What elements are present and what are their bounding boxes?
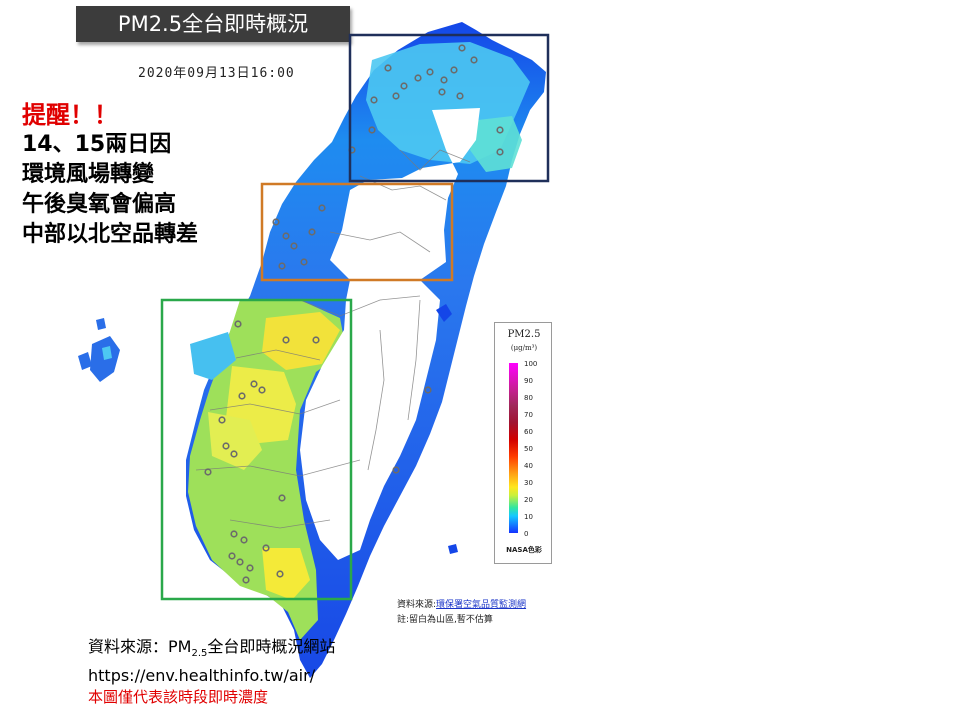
legend-tick-label: 20 <box>524 496 533 504</box>
map-source-label: 資料來源: <box>397 600 437 610</box>
legend-tick-label: 30 <box>524 479 533 487</box>
legend-color-bar <box>509 363 518 533</box>
monitoring-stations <box>204 44 504 584</box>
south-region-box <box>160 298 353 601</box>
map-note: 註:留白為山區,暫不估算 <box>397 615 493 625</box>
island-shape <box>448 544 458 554</box>
legend-title: PM2.5 <box>507 329 541 340</box>
mountain-blank-area <box>330 108 480 280</box>
reminder-line: 環境風場轉變 <box>22 162 155 187</box>
yellow-hotspot <box>208 412 262 470</box>
penghu-islands <box>78 318 120 382</box>
central-region-box <box>260 182 454 282</box>
source-suffix: 全台即時概況網站 <box>207 637 336 656</box>
yellow-hotspot <box>262 548 310 600</box>
datetime-label: 2020年09月13日16:00 <box>138 66 295 81</box>
northeast-cyan-area <box>470 116 522 172</box>
source-note: 本圖僅代表該時段即時濃度 <box>88 688 269 707</box>
legend-tick-label: 100 <box>524 360 538 368</box>
legend-tick-label: 50 <box>524 445 533 453</box>
mountain-blank-area <box>300 280 440 560</box>
reminder-line: 14、15兩日因 <box>22 132 172 157</box>
north-region-box <box>348 33 550 183</box>
map-source: 資料來源:環保署空氣品質監測網 <box>397 597 526 610</box>
reminder-line: 中部以北空品轉差 <box>22 222 199 247</box>
legend-tick-label: 70 <box>524 411 533 419</box>
island-shape <box>436 304 452 322</box>
legend-tick-label: 0 <box>524 530 529 538</box>
southwest-green-area <box>188 300 346 640</box>
reminder-title: 提醒！！ <box>22 101 118 129</box>
legend-tick-label: 60 <box>524 428 533 436</box>
source-subscript: 2.5 <box>191 648 208 660</box>
source-block: 資料來源：PM2.5全台即時概況網站 https://env.healthinf… <box>88 636 335 707</box>
title-banner: PM2.5全台即時概況 <box>76 6 350 42</box>
reminder-line: 午後臭氧會偏高 <box>22 192 177 217</box>
legend-footer: NASA色彩 <box>506 546 542 554</box>
source-line: 資料來源：PM2.5全台即時概況網站 <box>88 636 335 665</box>
pm25-legend: PM2.5 (μg/m³) 100 90 80 70 60 50 40 30 2… <box>494 322 552 564</box>
county-boundaries <box>195 149 471 529</box>
legend-tick-label: 10 <box>524 513 533 521</box>
source-prefix: 資料來源：PM <box>88 637 192 656</box>
legend-tick-label: 80 <box>524 394 533 402</box>
legend-tick-label: 40 <box>524 462 533 470</box>
light-blue-area <box>190 332 236 380</box>
map-source-link[interactable]: 環保署空氣品質監測網 <box>436 600 527 610</box>
penghu-islands <box>102 346 112 360</box>
legend-tick-label: 90 <box>524 377 533 385</box>
yellow-hotspot <box>262 312 340 370</box>
source-url[interactable]: https://env.healthinfo.tw/air/ <box>88 666 316 686</box>
page-title: PM2.5全台即時概況 <box>117 12 309 36</box>
reminder-text: 提醒！！ 14、15兩日因 環境風場轉變 午後臭氧會偏高 中部以北空品轉差 <box>22 100 262 250</box>
legend-unit: (μg/m³) <box>510 344 538 352</box>
